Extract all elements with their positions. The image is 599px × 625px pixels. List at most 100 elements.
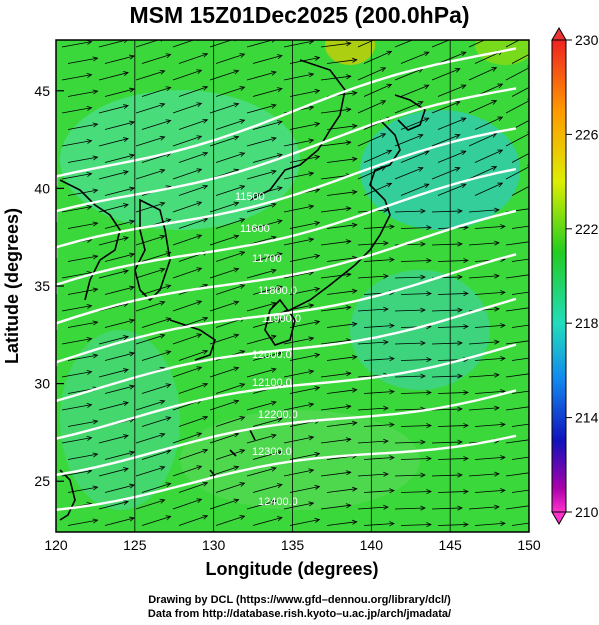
wind-arrow	[505, 340, 529, 345]
wind-arrow	[320, 239, 352, 246]
wind-arrow	[394, 208, 426, 214]
wind-arrow	[172, 168, 203, 180]
wind-arrow	[400, 225, 432, 231]
wind-arrow	[215, 86, 246, 97]
wind-arrow	[474, 116, 504, 130]
colorbar-min-arrow	[551, 511, 567, 525]
wind-arrow	[511, 186, 529, 196]
wind-arrow	[61, 204, 93, 213]
wind-arrow	[357, 471, 389, 477]
wind-arrow	[511, 357, 529, 361]
wind-arrow	[61, 402, 93, 411]
wind-arrow	[511, 390, 529, 394]
wind-arrow	[246, 400, 277, 411]
wind-arrow	[98, 500, 129, 510]
wind-arrow	[67, 419, 99, 427]
wind-arrow	[474, 356, 506, 362]
wind-arrow	[104, 54, 135, 64]
wind-arrow	[67, 221, 99, 229]
wind-arrow	[61, 303, 93, 312]
wind-arrow	[246, 70, 277, 81]
wind-arrow	[67, 89, 99, 97]
wind-arrow	[135, 267, 166, 279]
map-title: MSM 15Z01Dec2025 (200.0hPa)	[129, 2, 470, 28]
wind-arrow	[431, 439, 463, 445]
wind-arrow	[474, 224, 506, 230]
contour-label: 11700	[252, 253, 282, 265]
wind-arrow	[289, 451, 321, 460]
wind-arrow	[209, 432, 240, 444]
wind-arrow	[283, 171, 315, 180]
wind-arrow	[283, 138, 315, 147]
colorbar-max-arrow	[551, 27, 567, 41]
wind-arrow	[505, 65, 529, 81]
wind-arrow	[326, 189, 358, 196]
wind-arrow	[474, 323, 506, 329]
wind-arrow	[326, 420, 358, 427]
wind-arrow	[178, 349, 209, 361]
wind-arrow	[289, 517, 321, 526]
wind-arrow	[209, 40, 237, 48]
wind-arrow	[104, 252, 135, 262]
wind-arrow	[437, 183, 467, 196]
wind-arrow	[104, 153, 135, 163]
wind-arrow	[252, 516, 283, 526]
contour-label: 11800.0	[258, 285, 297, 297]
wind-arrow	[252, 87, 283, 97]
wind-arrow	[437, 324, 469, 330]
wind-arrow	[363, 257, 395, 263]
wind-arrow	[505, 505, 529, 510]
wind-arrow	[511, 258, 529, 262]
wind-arrow	[283, 435, 315, 444]
wind-arrow	[135, 498, 166, 510]
wind-arrow	[357, 438, 389, 444]
wind-arrow	[511, 324, 529, 328]
wind-arrow	[511, 522, 529, 526]
wind-arrow	[437, 51, 467, 64]
wind-arrow	[178, 151, 209, 163]
wind-arrow	[468, 471, 500, 477]
wind-arrow	[135, 399, 166, 411]
wind-arrow	[135, 102, 166, 114]
wind-arrow	[67, 320, 99, 328]
wind-arrow	[289, 88, 321, 97]
wind-arrow	[141, 119, 172, 130]
wind-arrow	[135, 168, 166, 180]
wind-arrow	[283, 336, 315, 345]
contour-line	[56, 167, 517, 294]
wind-arrow	[357, 306, 389, 312]
wind-arrow	[431, 68, 461, 81]
wind-arrow	[289, 484, 321, 493]
wind-arrow	[209, 498, 240, 510]
wind-arrow	[394, 340, 426, 346]
wind-arrow	[246, 367, 277, 378]
wind-arrow	[67, 353, 99, 361]
wind-arrow	[215, 383, 246, 394]
contour-line	[56, 297, 517, 403]
wind-arrow	[437, 258, 469, 264]
wind-arrow	[172, 300, 203, 312]
wind-arrow	[246, 268, 277, 279]
wind-arrow	[215, 185, 246, 196]
wind-arrow	[326, 387, 358, 394]
wind-arrow	[363, 389, 395, 395]
wind-arrow	[289, 319, 321, 328]
wind-arrow	[363, 455, 395, 461]
wind-arrow	[246, 103, 277, 114]
wind-arrow	[67, 518, 99, 526]
contour-label: 12200.0	[258, 409, 298, 421]
contour-line	[56, 389, 517, 477]
wind-arrow	[357, 405, 389, 411]
wind-arrow	[363, 422, 395, 428]
wind-arrow	[178, 481, 209, 493]
wind-arrow	[283, 204, 315, 213]
wind-arrow	[363, 50, 393, 64]
wind-arrow	[172, 40, 200, 48]
contour-label: 12300.0	[252, 446, 292, 458]
contour-label: 12400.0	[258, 496, 298, 508]
contour-line	[56, 434, 517, 511]
wind-arrow	[400, 183, 430, 196]
credit-drawing: Drawing by DCL (https://www.gfd–dennou.o…	[148, 594, 451, 606]
contour-line	[56, 127, 517, 258]
